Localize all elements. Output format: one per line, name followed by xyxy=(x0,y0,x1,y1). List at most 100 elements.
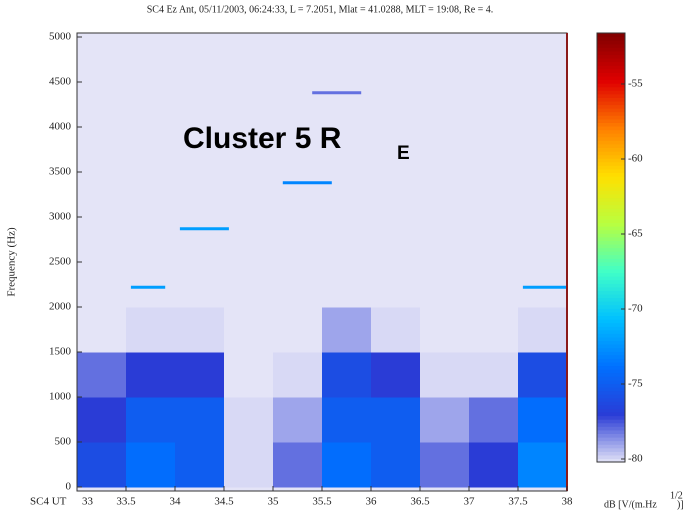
cell xyxy=(175,397,225,443)
cell xyxy=(469,262,519,308)
colorbar-step xyxy=(597,286,625,291)
cell xyxy=(518,352,568,398)
colorbar-step xyxy=(597,308,625,313)
cell xyxy=(322,442,372,488)
colorbar-step xyxy=(597,419,625,424)
colorbar-step xyxy=(597,143,625,148)
cell xyxy=(224,262,274,308)
y-tick-label: 1500 xyxy=(49,346,72,358)
colorbar-step xyxy=(597,329,625,334)
colorbar-step xyxy=(597,276,625,281)
cell xyxy=(175,262,225,308)
colorbar-step xyxy=(597,369,625,374)
cell xyxy=(77,397,127,443)
colorbar-step xyxy=(597,279,625,284)
colorbar-step xyxy=(597,426,625,431)
colorbar-step xyxy=(597,54,625,59)
colorbar-step xyxy=(597,222,625,227)
colorbar-step xyxy=(597,304,625,309)
cell xyxy=(371,442,421,488)
cell xyxy=(175,217,225,263)
cell xyxy=(322,262,372,308)
colorbar-step xyxy=(597,383,625,388)
cell xyxy=(518,37,568,83)
cell xyxy=(224,37,274,83)
cell xyxy=(518,127,568,173)
x-tick-label: 37.5 xyxy=(508,496,528,508)
colorbar-step xyxy=(597,50,625,56)
x-tick-label: 36 xyxy=(366,496,378,508)
colorbar-step xyxy=(597,197,625,202)
colorbar-step xyxy=(597,365,625,370)
cell xyxy=(420,442,470,488)
colorbar-step xyxy=(597,372,625,377)
colorbar-step xyxy=(597,154,625,159)
cell xyxy=(77,262,127,308)
colorbar-step xyxy=(597,322,625,327)
cell xyxy=(126,172,176,218)
cell xyxy=(322,397,372,443)
y-tick-label: 2000 xyxy=(49,301,72,313)
y-axis-label: Frequency (Hz) xyxy=(6,227,18,297)
colorbar-step xyxy=(597,165,625,170)
colorbar-step xyxy=(597,122,625,127)
cell xyxy=(371,262,421,308)
colorbar-step xyxy=(597,61,625,66)
cell xyxy=(371,37,421,83)
cell xyxy=(420,397,470,443)
cell xyxy=(273,397,323,443)
colorbar-step xyxy=(597,172,625,177)
cell xyxy=(420,127,470,173)
cell xyxy=(322,172,372,218)
y-tick-label: 3500 xyxy=(49,166,72,178)
colorbar-step xyxy=(597,108,625,113)
colorbar-step xyxy=(597,93,625,98)
colorbar-step xyxy=(597,147,625,152)
colorbar-step xyxy=(597,354,625,359)
x-tick-label: 35 xyxy=(268,496,280,508)
colorbar-step xyxy=(597,415,625,420)
colorbar-step xyxy=(597,118,625,123)
cell xyxy=(77,352,127,398)
cell xyxy=(224,127,274,173)
cell xyxy=(175,172,225,218)
colorbar-step xyxy=(597,140,625,145)
colorbar-step xyxy=(597,404,625,409)
cell xyxy=(273,442,323,488)
cell xyxy=(420,262,470,308)
annotation: Cluster 5 R xyxy=(183,122,342,155)
x-tick-label: 35.5 xyxy=(312,496,332,508)
cell xyxy=(322,217,372,263)
colorbar-step xyxy=(597,454,625,460)
colorbar-step xyxy=(597,150,625,156)
colorbar-step xyxy=(597,75,625,81)
colorbar-step xyxy=(597,68,625,73)
colorbar-step xyxy=(597,390,625,395)
colorbar-frame xyxy=(596,32,626,463)
colorbar-step xyxy=(597,176,625,181)
colorbar-step xyxy=(597,36,625,41)
cell xyxy=(77,82,127,128)
colorbar-step xyxy=(597,190,625,195)
colorbar-step xyxy=(597,100,625,106)
cell xyxy=(77,37,127,83)
colorbar-tick-label: -55 xyxy=(628,78,643,90)
colorbar-step xyxy=(597,201,625,206)
cell xyxy=(469,37,519,83)
colorbar-step xyxy=(597,208,625,213)
colorbar-step xyxy=(597,183,625,188)
cell xyxy=(322,352,372,398)
x-tick-label: 33.5 xyxy=(116,496,136,508)
colorbar-step xyxy=(597,433,625,438)
colorbar-step xyxy=(597,229,625,234)
colorbar-step xyxy=(597,333,625,338)
cell xyxy=(322,82,372,128)
colorbar-step xyxy=(597,33,625,38)
cell xyxy=(175,127,225,173)
colorbar-step xyxy=(597,215,625,220)
y-tick-label: 4500 xyxy=(49,76,72,88)
cell xyxy=(371,127,421,173)
colorbar-step xyxy=(597,161,625,166)
colorbar-step xyxy=(597,265,625,270)
cell xyxy=(273,82,323,128)
